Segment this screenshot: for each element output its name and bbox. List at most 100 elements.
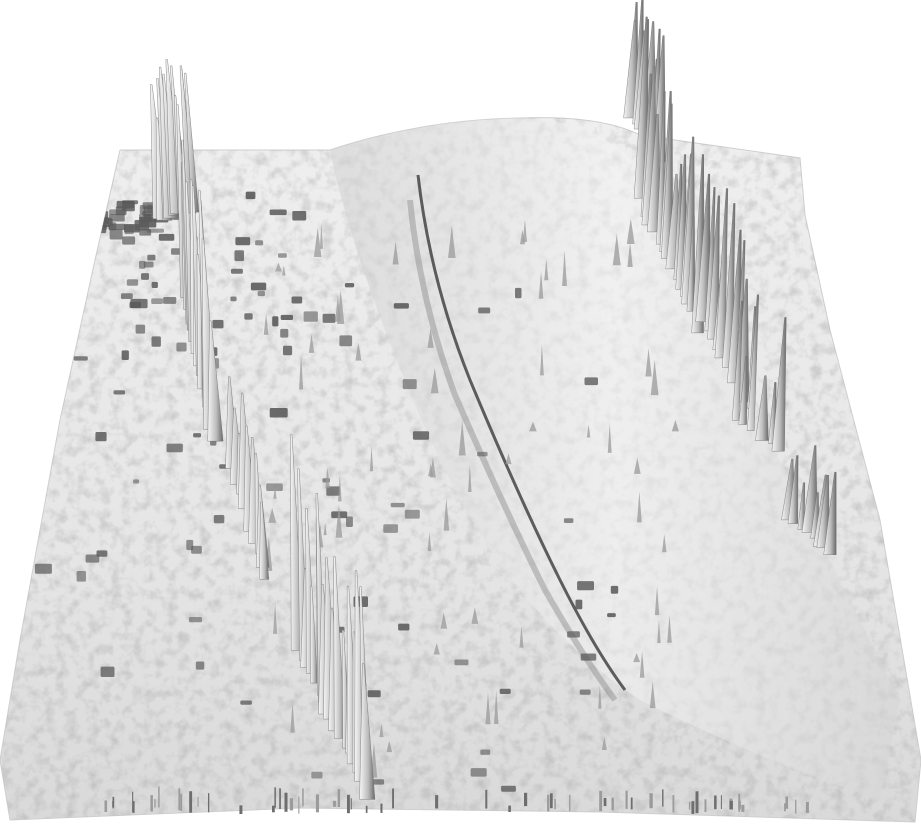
surface-block (390, 502, 405, 508)
edge-stub (485, 789, 488, 809)
pillar-spike (797, 482, 806, 530)
edge-stub (298, 796, 300, 814)
surface-cone (443, 497, 450, 531)
edge-stub (741, 804, 745, 812)
surface-cone (505, 453, 512, 465)
edge-stub (154, 799, 156, 808)
surface-block (176, 342, 187, 352)
surface-block (250, 282, 267, 291)
edge-stub (208, 793, 210, 813)
surface-cone (299, 354, 304, 390)
surface-block (151, 281, 158, 288)
surface-cone (392, 241, 399, 265)
surface-block (135, 324, 146, 334)
surface-block (499, 688, 511, 694)
surface-block (575, 599, 583, 610)
edge-stub (365, 805, 368, 813)
edge-stub (380, 803, 383, 813)
surface-block (163, 297, 177, 304)
surface-cone (386, 740, 393, 753)
edge-stub (662, 789, 664, 807)
surface-block (195, 661, 205, 670)
surface-block (266, 483, 283, 491)
edge-stub (729, 800, 733, 810)
surface-cone (263, 313, 269, 335)
surface-block (283, 345, 293, 356)
surface-block (143, 214, 152, 223)
surface-cone (626, 218, 635, 245)
surface-block (303, 311, 318, 322)
pillar-spikes (150, 0, 837, 800)
pillar-spike (787, 455, 799, 524)
edge-stub (347, 794, 350, 814)
ridge-trench (416, 174, 627, 691)
surface-block (610, 585, 619, 594)
pillar-spike (359, 663, 376, 800)
surface-cone (427, 532, 432, 552)
surface-block (607, 613, 616, 618)
surface-block (158, 233, 175, 241)
surface-cone (308, 334, 315, 353)
surface-block (477, 451, 488, 457)
surface-block (122, 236, 136, 245)
surface-cone (282, 265, 286, 276)
pillar-spike (184, 72, 199, 213)
edge-stub (795, 799, 797, 814)
surface-block (95, 432, 107, 442)
surface-cone (601, 736, 607, 751)
surface-cone (667, 615, 672, 643)
edge-stub (332, 800, 337, 807)
surface-block (412, 431, 430, 440)
surface-block (171, 248, 182, 255)
surface-cone (448, 225, 456, 258)
surface-block (579, 689, 591, 695)
surface-block (245, 191, 256, 200)
surface-cone (268, 507, 277, 523)
surface-block (166, 443, 183, 453)
surface-block (515, 287, 522, 299)
surface-cone (471, 607, 479, 624)
surface-block (191, 545, 202, 554)
surface-cone (313, 227, 322, 258)
pillar-spike (731, 300, 744, 421)
edge-stub (158, 786, 160, 808)
edge-stub (337, 789, 341, 808)
surface-cone (335, 504, 343, 538)
surface-block (235, 237, 251, 246)
surface-cone (650, 360, 659, 396)
central-ridge (330, 118, 900, 800)
surface-block (257, 290, 265, 297)
surface-block (126, 279, 139, 286)
surface-block (244, 313, 253, 320)
surface-cone (273, 485, 277, 499)
edge-stub (547, 794, 550, 812)
surface-cone (657, 619, 661, 643)
surface-block (193, 433, 202, 438)
edge-stub (350, 798, 352, 810)
pillar-spike (746, 294, 759, 431)
surface-block (109, 229, 123, 240)
edge-stub (239, 805, 243, 814)
edge-stub (180, 793, 183, 811)
surface-block (34, 563, 52, 574)
pillar-spike (771, 317, 787, 452)
edge-stub (704, 799, 707, 812)
surface-cone (337, 475, 342, 502)
surface-block (311, 771, 323, 779)
surface-cone (649, 681, 656, 709)
edge-stub (279, 788, 281, 809)
edge-stub (508, 805, 511, 812)
edge-stub (550, 793, 553, 809)
surface-cone (355, 342, 362, 361)
surface-cone (636, 491, 642, 523)
surface-block (189, 617, 203, 623)
surface-cone (671, 419, 679, 432)
edge-stub (392, 788, 394, 809)
edge-stub (714, 795, 717, 810)
edge-stub (805, 801, 809, 813)
surface-block (85, 554, 100, 563)
surface-block (147, 228, 164, 233)
surface-block (186, 539, 194, 551)
